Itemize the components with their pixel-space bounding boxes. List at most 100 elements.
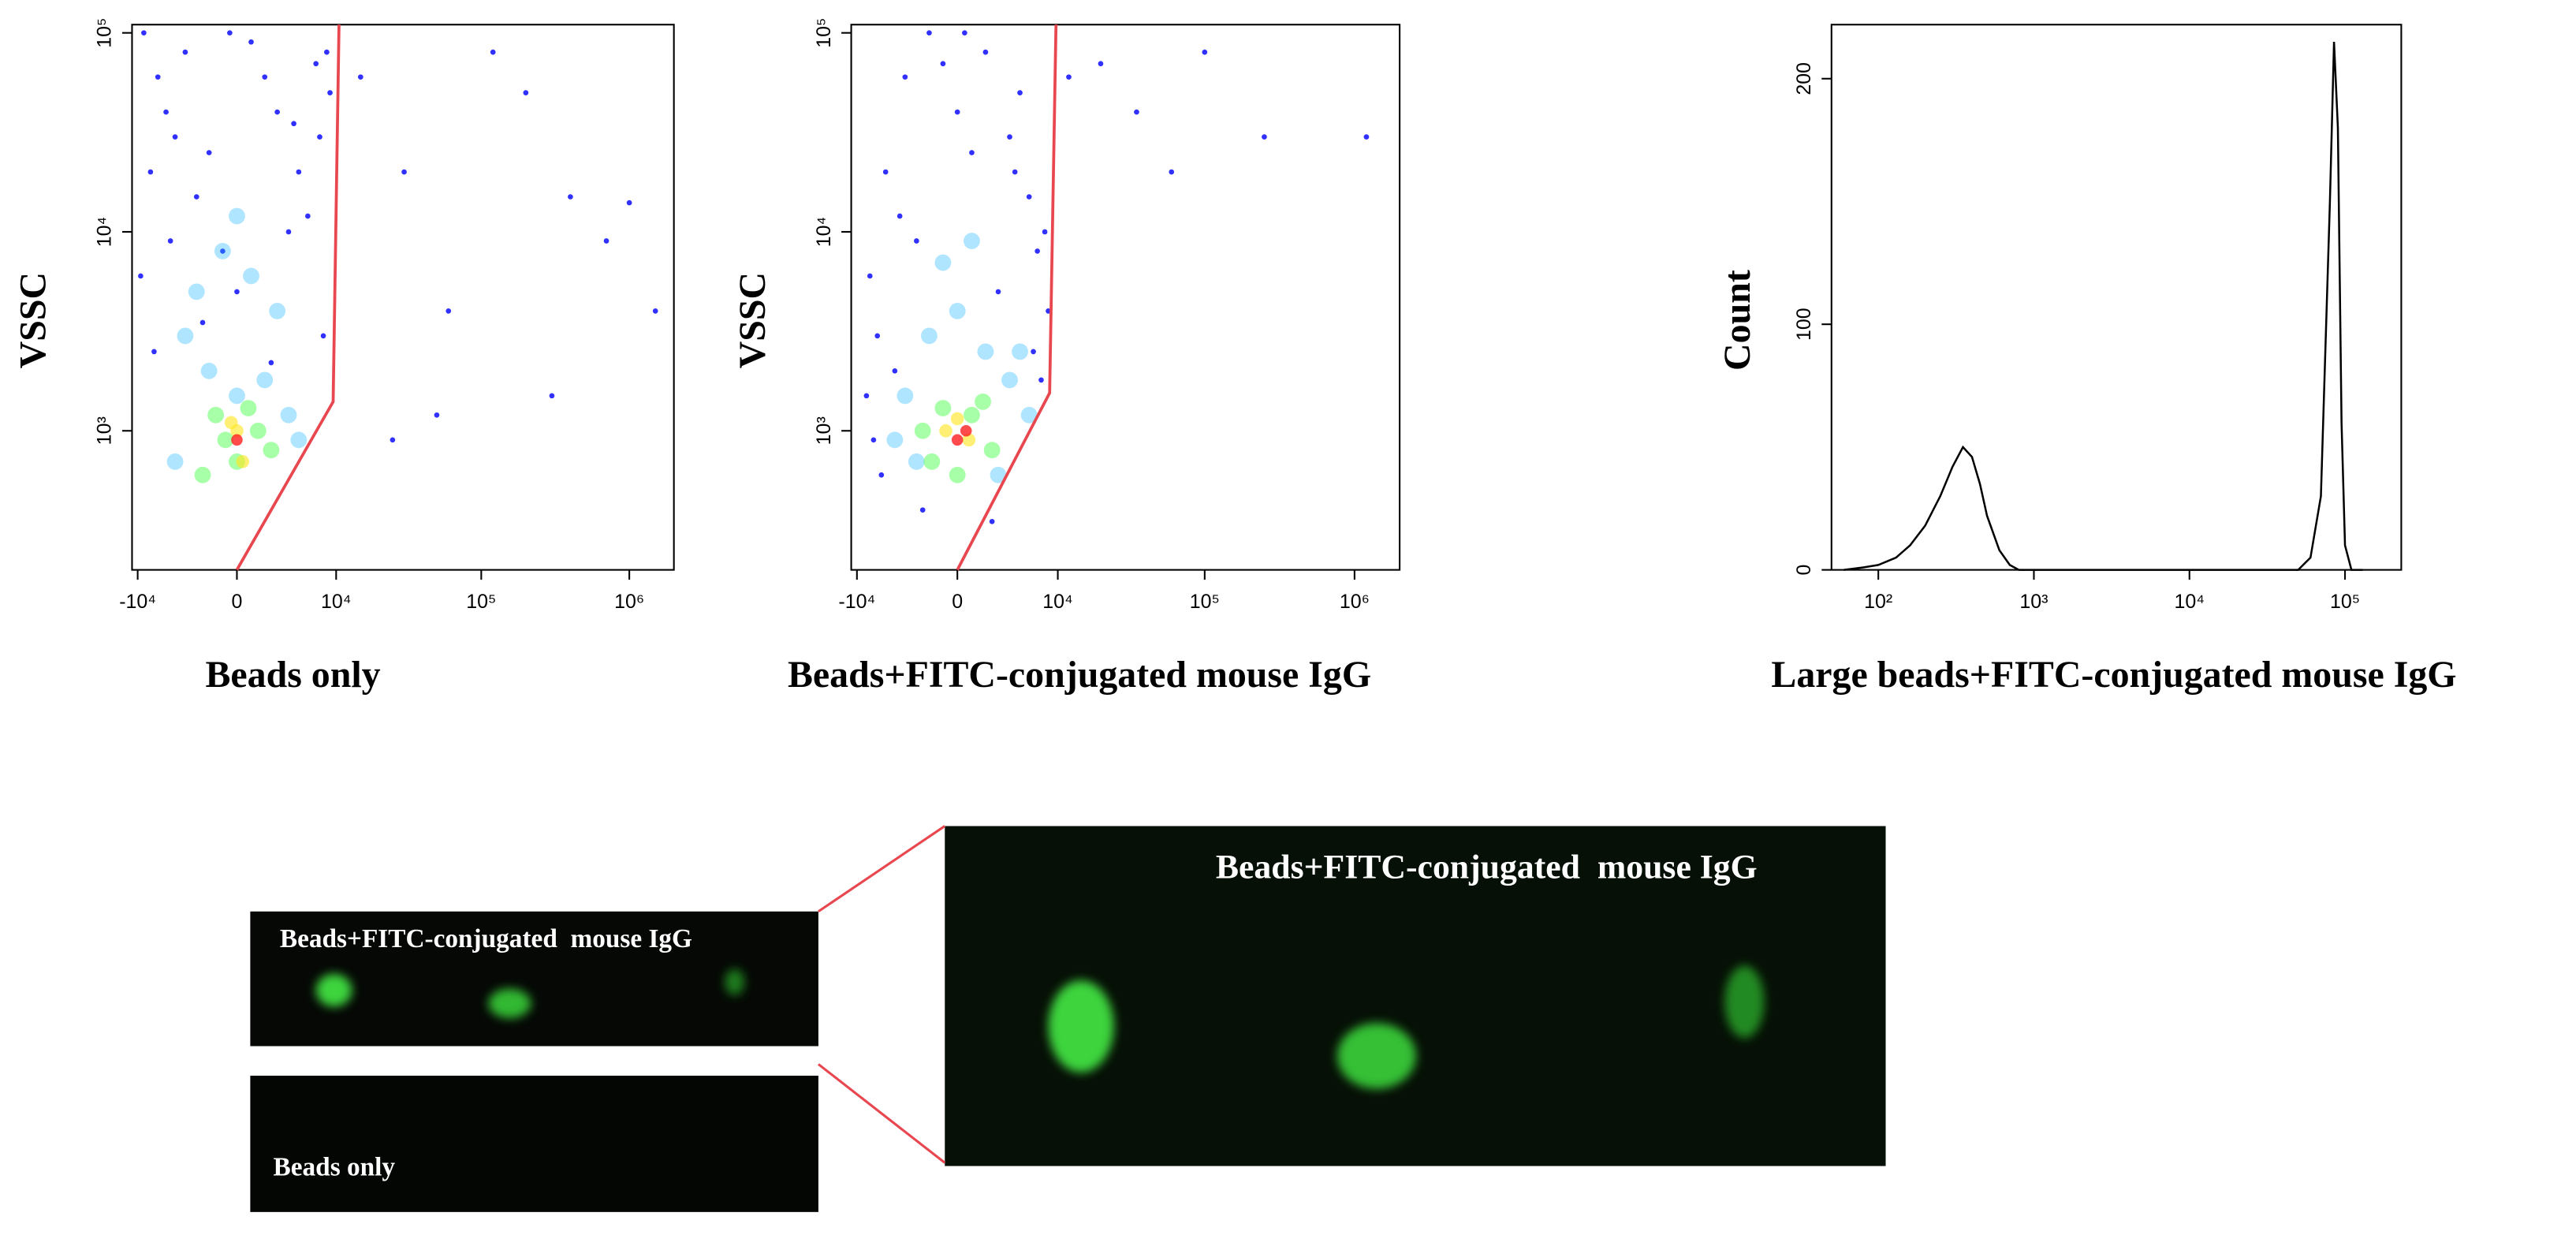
point — [568, 194, 573, 200]
bead — [315, 973, 352, 1007]
point — [290, 431, 308, 449]
point — [249, 422, 267, 439]
point — [1169, 169, 1175, 175]
point — [401, 169, 407, 175]
chart: 10² 10³ 10⁴ 10⁵ 0 100 200 Large beads+FITC-conj… — [1717, 24, 2457, 696]
microscopy: Beads+FITC-conjugated mouse IgG Beads on… — [250, 825, 1886, 1212]
point — [1262, 134, 1267, 140]
point — [193, 194, 199, 200]
point — [652, 308, 658, 314]
x-axis-label: Beads+FITC-conjugated mouse IgG — [788, 654, 1371, 696]
image-label: Beads+FITC-conjugated mouse IgG — [280, 924, 692, 953]
point — [243, 267, 259, 285]
point — [940, 61, 946, 67]
image-label: Beads+FITC-conjugated mouse IgG — [1216, 849, 1758, 886]
x-tick-label: 10⁴ — [2174, 591, 2205, 613]
point — [603, 238, 610, 244]
point — [1020, 406, 1038, 423]
plot-frame — [1830, 24, 2403, 571]
point — [892, 368, 898, 374]
y-axis-label: VSSC — [13, 272, 54, 368]
point — [207, 406, 225, 423]
y-tick-label: 100 — [1793, 308, 1815, 341]
point — [390, 437, 396, 443]
point — [141, 30, 147, 36]
point — [923, 453, 941, 470]
point — [897, 213, 903, 219]
point — [357, 74, 363, 80]
point — [172, 134, 178, 140]
plot-frame — [131, 24, 675, 571]
point — [269, 302, 286, 319]
y-tick-label: 10⁵ — [94, 18, 116, 48]
gate — [235, 24, 341, 571]
point — [908, 453, 925, 470]
x-tick-label: 0 — [952, 591, 963, 613]
x-tick-label: 10⁵ — [2330, 591, 2360, 613]
point — [962, 30, 967, 36]
point — [280, 406, 297, 423]
point — [151, 349, 157, 355]
point — [217, 431, 234, 449]
point — [188, 283, 205, 300]
point — [886, 431, 904, 449]
point — [934, 400, 952, 416]
point — [1012, 343, 1028, 360]
y-axis-label: VSSC — [732, 272, 774, 368]
point — [262, 74, 268, 80]
histogram-line — [1843, 41, 2363, 571]
point — [874, 333, 881, 339]
point — [1038, 377, 1044, 383]
point — [229, 207, 245, 225]
point — [950, 412, 964, 426]
point — [434, 412, 440, 418]
point — [1042, 229, 1048, 235]
bead — [1048, 980, 1114, 1073]
point — [949, 466, 966, 483]
point — [324, 49, 330, 55]
point — [230, 423, 244, 438]
point — [1012, 169, 1018, 175]
point — [138, 273, 144, 279]
point — [490, 49, 496, 55]
y-tick-label: 10³ — [94, 416, 116, 445]
point — [934, 254, 952, 271]
x-tick-label: 10² — [1864, 591, 1892, 613]
image-label: Beads only — [274, 1152, 396, 1181]
point — [1026, 194, 1032, 200]
point — [240, 400, 257, 416]
x-tick-label: 10³ — [2019, 591, 2048, 613]
point — [268, 360, 274, 366]
y-tick-label: 10³ — [813, 416, 835, 445]
point — [870, 437, 877, 443]
point — [1202, 49, 1208, 55]
point — [990, 466, 1007, 483]
point — [291, 121, 296, 127]
point — [206, 150, 212, 155]
y-axis-label: Count — [1717, 270, 1758, 371]
x-tick-label: 10⁶ — [614, 591, 644, 613]
point — [227, 30, 233, 36]
point — [982, 49, 989, 55]
chart: -10⁴ 0 10⁴ 10⁵ 10⁶ 10³ 10⁴ 10⁵ Beads+FITC-conjug… — [732, 18, 1401, 696]
plot-frame — [850, 24, 1401, 571]
zoom-line — [818, 825, 946, 913]
x-tick-label: 0 — [232, 591, 243, 613]
point — [863, 393, 870, 399]
point — [914, 422, 931, 439]
point — [969, 150, 975, 155]
point — [199, 319, 206, 326]
point — [902, 74, 908, 80]
x-tick-label: -10⁴ — [119, 591, 156, 613]
y-tick-label: 10⁵ — [813, 18, 835, 48]
point — [263, 442, 280, 459]
point — [921, 327, 938, 345]
point — [1363, 134, 1370, 140]
x-tick-label: 10⁵ — [1190, 591, 1220, 613]
point — [231, 434, 243, 446]
point — [964, 406, 980, 423]
point — [220, 248, 226, 254]
point — [320, 333, 326, 339]
point — [229, 387, 245, 405]
